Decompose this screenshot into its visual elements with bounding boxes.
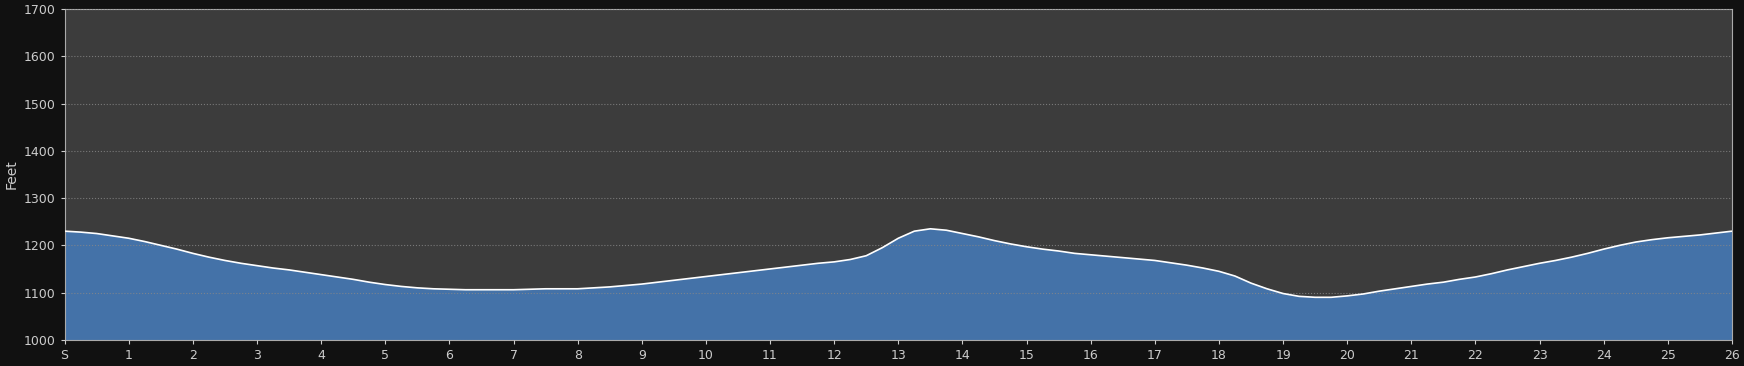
- Y-axis label: Feet: Feet: [3, 160, 17, 189]
